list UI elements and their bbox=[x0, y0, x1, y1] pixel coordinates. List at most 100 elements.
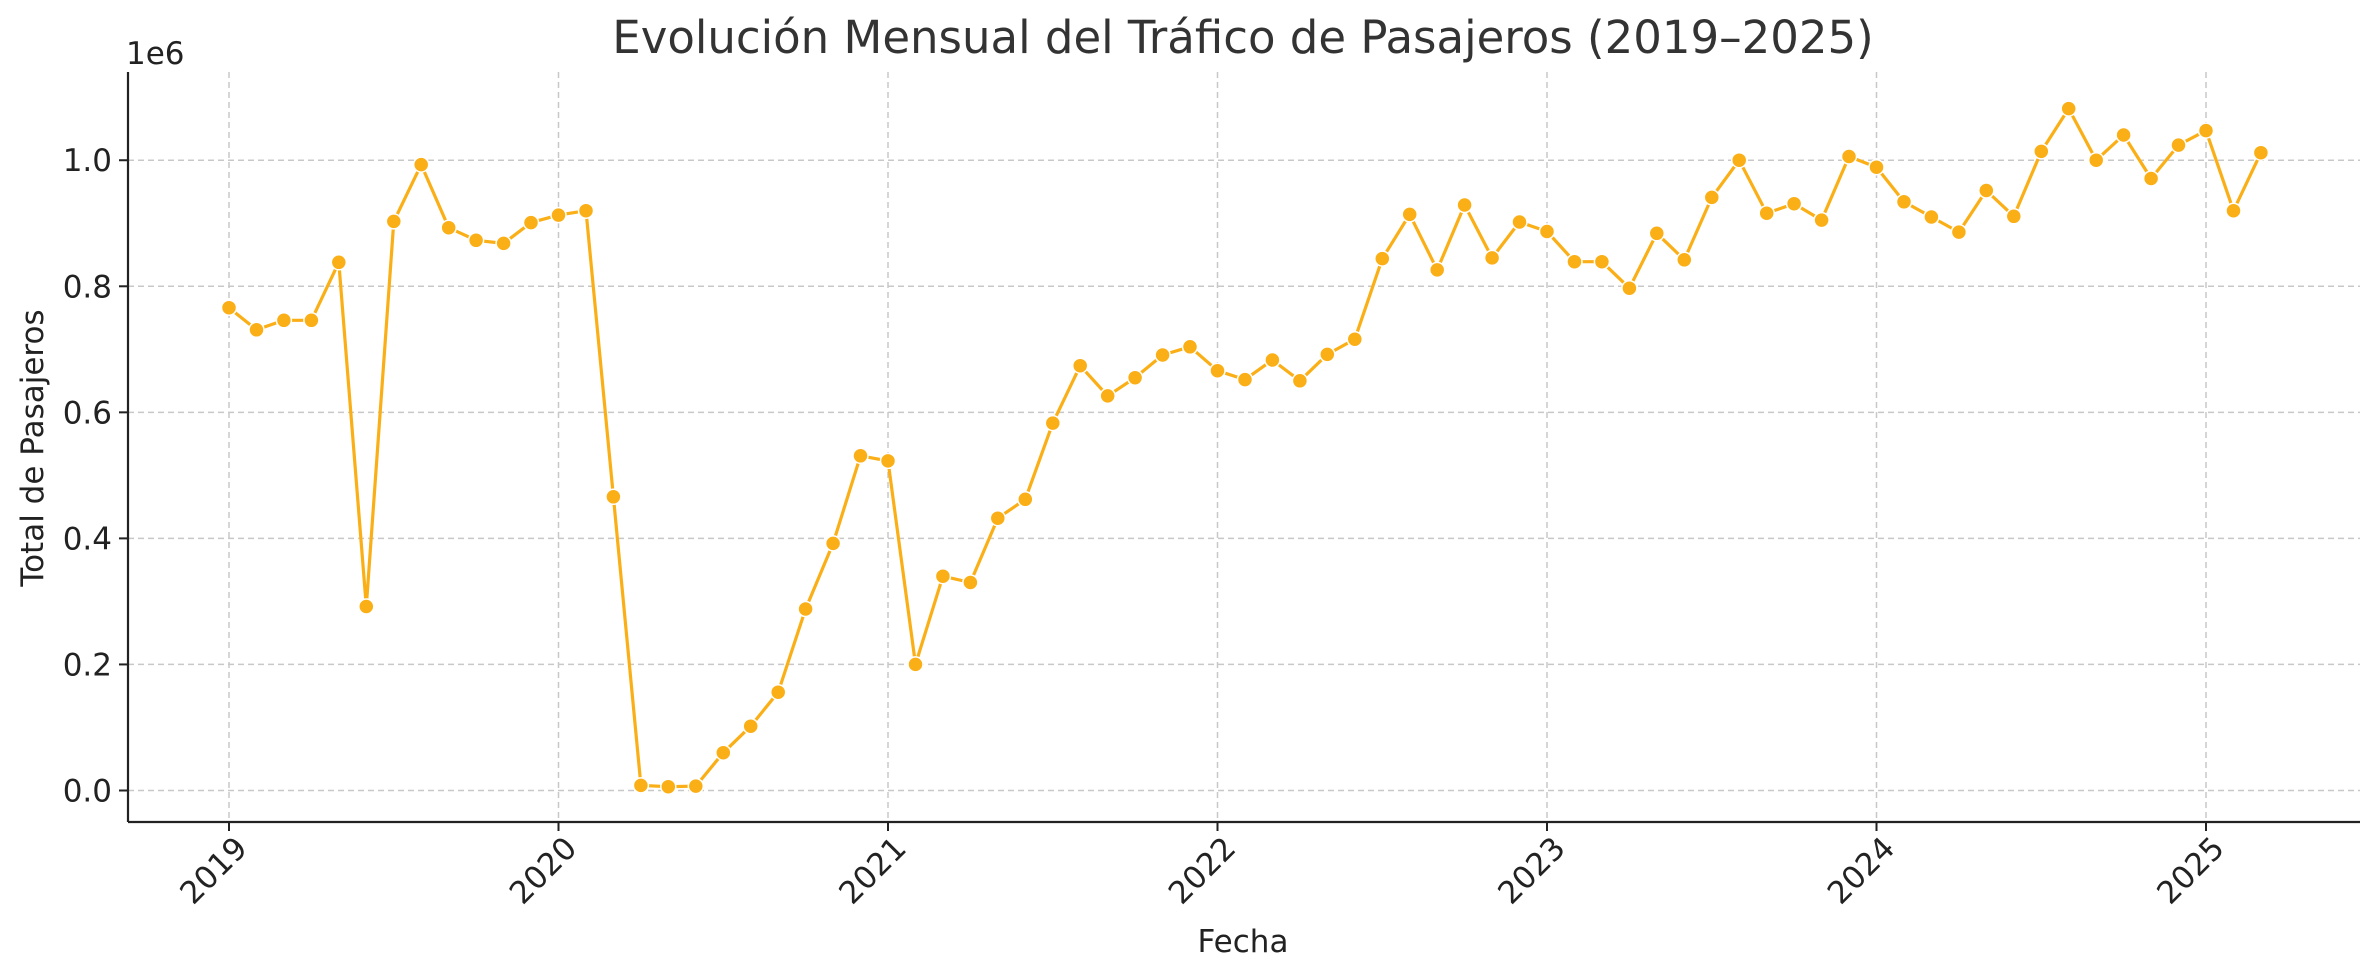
data-point bbox=[2170, 136, 2187, 154]
data-point bbox=[2033, 143, 2050, 160]
data-point bbox=[605, 488, 622, 506]
data-point bbox=[330, 254, 348, 271]
data-point bbox=[1813, 211, 1830, 229]
data-point bbox=[1923, 208, 1940, 226]
y-tick-label: 0.0 bbox=[63, 773, 112, 809]
data-point bbox=[2005, 208, 2023, 225]
data-point bbox=[962, 574, 979, 591]
data-point bbox=[687, 777, 705, 795]
data-point bbox=[632, 777, 650, 794]
data-point bbox=[1346, 330, 1364, 348]
data-point bbox=[1099, 387, 1116, 405]
data-point bbox=[248, 321, 265, 339]
data-point bbox=[1401, 206, 1418, 223]
data-point bbox=[1319, 346, 1336, 363]
data-point bbox=[1950, 223, 1968, 241]
data-point bbox=[550, 206, 567, 224]
data-point bbox=[1154, 346, 1171, 364]
data-point bbox=[1236, 371, 1254, 388]
data-point bbox=[1456, 196, 1473, 214]
data-point bbox=[1126, 369, 1144, 386]
series-markers bbox=[220, 100, 2270, 795]
series-line bbox=[227, 106, 2263, 789]
x-tick-label: 2022 bbox=[1162, 830, 1243, 911]
tick-labels: 0.0 0.2 0.4 0.6 0.8 1.0 2019 2020 2021 2022 2023 20… bbox=[63, 143, 2232, 911]
x-tick-label: 2019 bbox=[173, 830, 254, 911]
data-point bbox=[1593, 253, 1611, 270]
series-line-path bbox=[227, 106, 2263, 789]
data-point bbox=[1703, 189, 1721, 206]
data-point bbox=[1676, 251, 1693, 269]
data-point bbox=[1374, 250, 1391, 267]
data-point bbox=[715, 744, 732, 761]
data-point bbox=[358, 598, 375, 615]
y-tick-label: 0.4 bbox=[63, 521, 112, 557]
data-point bbox=[385, 213, 403, 230]
data-point bbox=[1785, 195, 1803, 212]
x-tick-label: 2021 bbox=[832, 830, 913, 911]
data-point bbox=[1017, 491, 1034, 508]
data-point bbox=[2225, 202, 2242, 219]
y-axis-offset-label: 1e6 bbox=[126, 36, 185, 72]
x-tick-label: 2020 bbox=[503, 830, 584, 911]
data-point bbox=[879, 452, 897, 470]
data-point bbox=[2060, 100, 2077, 117]
x-tick-label: 2023 bbox=[1491, 830, 1572, 911]
data-point bbox=[2142, 170, 2160, 187]
x-tick-label: 2024 bbox=[1821, 830, 1902, 911]
data-point bbox=[1566, 253, 1583, 270]
data-point bbox=[852, 447, 869, 465]
data-point bbox=[1071, 357, 1089, 374]
data-point bbox=[467, 232, 485, 249]
data-point bbox=[495, 235, 512, 252]
data-point bbox=[907, 656, 924, 673]
data-point bbox=[1483, 249, 1501, 267]
data-point bbox=[1758, 204, 1775, 222]
data-point bbox=[934, 567, 952, 585]
data-point bbox=[275, 312, 293, 329]
grid-lines bbox=[128, 72, 2360, 822]
y-tick-label: 0.6 bbox=[63, 395, 112, 431]
data-point bbox=[1840, 148, 1858, 165]
data-point bbox=[522, 214, 540, 231]
data-point bbox=[440, 219, 457, 236]
data-point bbox=[1428, 261, 1446, 279]
data-point bbox=[989, 509, 1007, 527]
data-point bbox=[1264, 351, 1281, 369]
data-point bbox=[1621, 279, 1638, 297]
data-point bbox=[1291, 372, 1309, 390]
data-point bbox=[1181, 338, 1199, 356]
x-tick-label: 2025 bbox=[2150, 830, 2231, 911]
data-point bbox=[2115, 126, 2132, 144]
data-point bbox=[1538, 223, 1556, 240]
data-point bbox=[797, 600, 814, 618]
data-point bbox=[1868, 158, 1885, 176]
data-point bbox=[577, 202, 595, 219]
data-point bbox=[1648, 225, 1666, 242]
y-tick-label: 0.8 bbox=[63, 269, 112, 305]
y-tick-label: 0.2 bbox=[63, 647, 112, 683]
data-point bbox=[2087, 151, 2105, 169]
data-point bbox=[2197, 122, 2215, 139]
data-point bbox=[1895, 193, 1913, 211]
data-point bbox=[1978, 182, 1995, 199]
chart-title: Evolución Mensual del Tráfico de Pasajer… bbox=[612, 11, 1873, 64]
data-point bbox=[660, 778, 677, 795]
data-point bbox=[1044, 414, 1062, 432]
data-point bbox=[303, 312, 320, 329]
data-point bbox=[412, 156, 430, 173]
y-axis-label: Total de Pasajeros bbox=[15, 309, 51, 587]
data-point bbox=[824, 535, 842, 552]
y-tick-label: 1.0 bbox=[63, 143, 112, 179]
data-point bbox=[742, 717, 759, 735]
data-point bbox=[1730, 151, 1748, 169]
x-axis-label: Fecha bbox=[1198, 924, 1289, 960]
data-point bbox=[2252, 144, 2270, 161]
data-point bbox=[1209, 362, 1226, 379]
data-point bbox=[220, 299, 238, 316]
axes bbox=[119, 72, 2360, 831]
data-point bbox=[1511, 213, 1528, 231]
data-point bbox=[769, 683, 787, 701]
